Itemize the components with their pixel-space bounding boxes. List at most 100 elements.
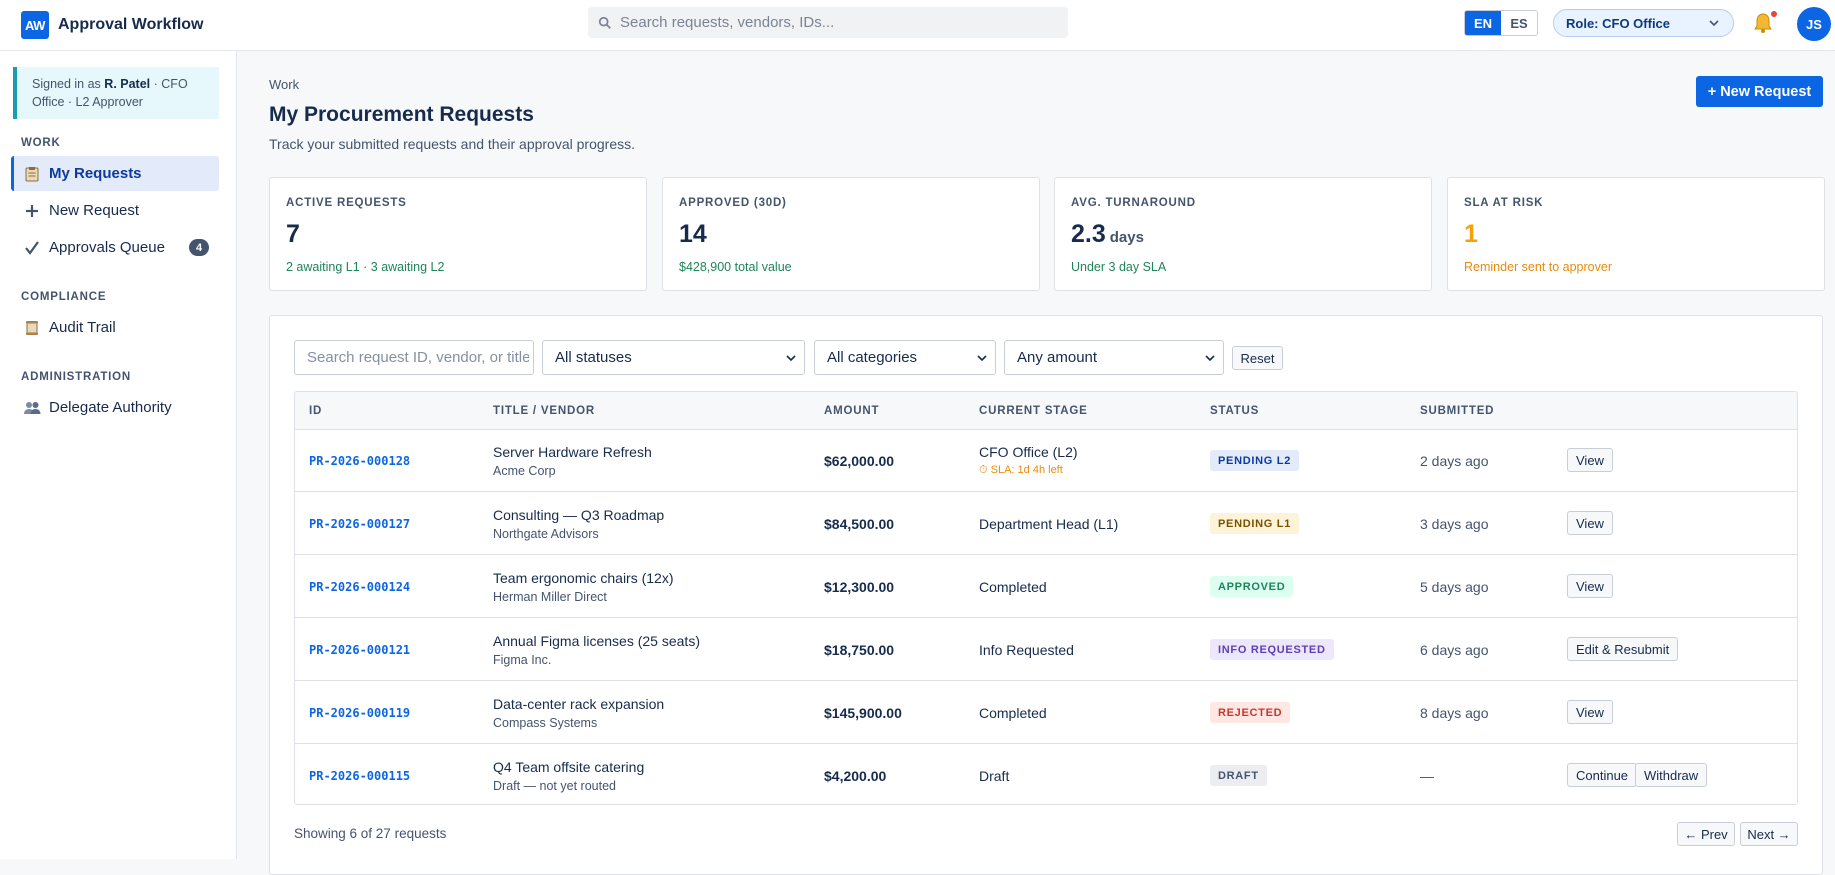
- withdraw-button[interactable]: Withdraw: [1635, 763, 1708, 787]
- stat-label: AVG. TURNAROUND: [1071, 197, 1196, 209]
- edit-resubmit-button[interactable]: Edit & Resubmit: [1567, 637, 1679, 661]
- table-row[interactable]: PR-2026-000119 Data-center rack expansio…: [295, 682, 1797, 744]
- request-stage: Completed: [979, 579, 1047, 595]
- view-button[interactable]: View: [1567, 574, 1613, 598]
- view-button[interactable]: View: [1567, 448, 1613, 472]
- table-row[interactable]: PR-2026-000121 Annual Figma licenses (25…: [295, 619, 1797, 681]
- request-title: Q4 Team offsite catering: [493, 759, 645, 775]
- language-en-button[interactable]: EN: [1465, 11, 1501, 35]
- sla-timer: ⏱ SLA: 1d 4h left: [979, 464, 1063, 476]
- category-filter-value: All categories: [827, 349, 918, 366]
- stat-note: 2 awaiting L1 · 3 awaiting L2: [286, 260, 445, 274]
- bell-icon[interactable]: [1752, 11, 1774, 35]
- request-vendor: Acme Corp: [493, 464, 556, 478]
- request-id-link[interactable]: PR-2026-000127: [309, 517, 411, 531]
- new-request-button[interactable]: + New Request: [1696, 76, 1823, 107]
- status-badge: DRAFT: [1210, 765, 1267, 786]
- request-stage: Department Head (L1): [979, 516, 1119, 532]
- table-row[interactable]: PR-2026-000115 Q4 Team offsite catering …: [295, 745, 1797, 804]
- status-badge: APPROVED: [1210, 576, 1294, 597]
- table-row[interactable]: PR-2026-000124 Team ergonomic chairs (12…: [295, 556, 1797, 618]
- stat-label: SLA AT RISK: [1464, 197, 1544, 209]
- chevron-down-icon: [1205, 355, 1215, 362]
- page-title: My Procurement Requests: [269, 103, 534, 126]
- request-vendor: Herman Miller Direct: [493, 590, 607, 604]
- next-page-button[interactable]: Next →: [1740, 822, 1798, 846]
- request-title: Annual Figma licenses (25 seats): [493, 633, 700, 649]
- view-button[interactable]: View: [1567, 511, 1613, 535]
- column-header-amount: AMOUNT: [824, 405, 880, 417]
- status-badge: REJECTED: [1210, 702, 1291, 723]
- global-search-placeholder: Search requests, vendors, IDs...: [620, 14, 835, 31]
- sidebar-item-approvals-queue[interactable]: Approvals Queue 4: [11, 230, 219, 265]
- status-filter-select[interactable]: All statuses: [542, 340, 805, 375]
- language-toggle: EN ES: [1464, 10, 1538, 36]
- filter-search-input[interactable]: Search request ID, vendor, or title: [294, 340, 534, 375]
- stat-note: Reminder sent to approver: [1464, 260, 1612, 274]
- clipboard-icon: [23, 165, 41, 183]
- sidebar-item-delegate-authority[interactable]: Delegate Authority: [11, 390, 219, 425]
- app-logo: AW: [21, 11, 49, 39]
- request-title: Data-center rack expansion: [493, 696, 665, 712]
- approvals-count-badge: 4: [189, 239, 209, 256]
- stat-card-approved: APPROVED (30D) 14 $428,900 total value: [662, 177, 1040, 291]
- request-submitted: 5 days ago: [1420, 579, 1489, 595]
- stat-card-avg-turnaround: AVG. TURNAROUND 2.3 days Under 3 day SLA: [1054, 177, 1432, 291]
- request-stage: Info Requested: [979, 642, 1074, 658]
- column-header-id: ID: [309, 405, 323, 417]
- request-submitted: 6 days ago: [1420, 642, 1489, 658]
- requests-table: ID TITLE / VENDOR AMOUNT CURRENT STAGE S…: [294, 391, 1798, 805]
- global-search-input[interactable]: Search requests, vendors, IDs...: [588, 7, 1068, 38]
- table-row[interactable]: PR-2026-000127 Consulting — Q3 Roadmap N…: [295, 493, 1797, 555]
- status-filter-value: All statuses: [555, 349, 632, 366]
- request-id-link[interactable]: PR-2026-000128: [309, 454, 411, 468]
- sidebar-item-new-request[interactable]: New Request: [11, 193, 219, 228]
- brand[interactable]: AW Approval Workflow: [0, 11, 204, 39]
- request-id-link[interactable]: PR-2026-000115: [309, 769, 411, 783]
- sidebar-item-label: Approvals Queue: [49, 239, 165, 256]
- stat-value: 14: [679, 220, 707, 248]
- plus-icon: [23, 202, 41, 220]
- chevron-down-icon: [977, 355, 987, 362]
- column-header-submitted: SUBMITTED: [1420, 405, 1495, 417]
- column-header-title-vendor: TITLE / VENDOR: [493, 405, 595, 417]
- column-header-status: STATUS: [1210, 405, 1260, 417]
- role-value: CFO Office: [1602, 15, 1671, 31]
- amount-filter-select[interactable]: Any amount: [1004, 340, 1224, 375]
- sidebar: Signed in as R. Patel · CFO Office · L2 …: [0, 51, 237, 859]
- request-id-link[interactable]: PR-2026-000121: [309, 643, 411, 657]
- category-filter-select[interactable]: All categories: [814, 340, 996, 375]
- language-es-button[interactable]: ES: [1501, 11, 1537, 35]
- request-stage: Draft: [979, 768, 1010, 784]
- request-submitted: —: [1420, 768, 1434, 784]
- stat-note: Under 3 day SLA: [1071, 260, 1167, 274]
- view-button[interactable]: View: [1567, 700, 1613, 724]
- sidebar-item-label: Audit Trail: [49, 319, 116, 336]
- request-stage: CFO Office (L2): [979, 444, 1078, 460]
- signed-in-prefix: Signed in as: [32, 77, 101, 91]
- status-badge: INFO REQUESTED: [1210, 639, 1334, 660]
- table-header: ID TITLE / VENDOR AMOUNT CURRENT STAGE S…: [295, 392, 1797, 430]
- pagination-summary: Showing 6 of 27 requests: [294, 826, 447, 841]
- request-id-link[interactable]: PR-2026-000119: [309, 706, 411, 720]
- section-work: WORK: [21, 137, 61, 149]
- stat-value: 7: [286, 220, 300, 248]
- request-vendor: Draft — not yet routed: [493, 779, 616, 793]
- role-selector[interactable]: Role: CFO Office: [1553, 9, 1734, 37]
- page-subtitle: Track your submitted requests and their …: [269, 136, 635, 152]
- breadcrumb[interactable]: Work: [269, 77, 300, 92]
- role-label: Role:: [1566, 15, 1599, 31]
- request-id-link[interactable]: PR-2026-000124: [309, 580, 411, 594]
- reset-filters-button[interactable]: Reset: [1232, 346, 1283, 370]
- request-submitted: 3 days ago: [1420, 516, 1489, 532]
- sidebar-item-my-requests[interactable]: My Requests: [11, 156, 219, 191]
- avatar[interactable]: JS: [1797, 7, 1831, 41]
- request-submitted: 8 days ago: [1420, 705, 1489, 721]
- request-vendor: Northgate Advisors: [493, 527, 599, 541]
- stat-card-sla-at-risk: SLA AT RISK 1 Reminder sent to approver: [1447, 177, 1825, 291]
- request-stage: Completed: [979, 705, 1047, 721]
- continue-button[interactable]: Continue: [1567, 763, 1638, 787]
- table-row[interactable]: PR-2026-000128 Server Hardware Refresh A…: [295, 430, 1797, 492]
- sidebar-item-audit-trail[interactable]: Audit Trail: [11, 310, 219, 345]
- prev-page-button[interactable]: ← Prev: [1677, 822, 1735, 846]
